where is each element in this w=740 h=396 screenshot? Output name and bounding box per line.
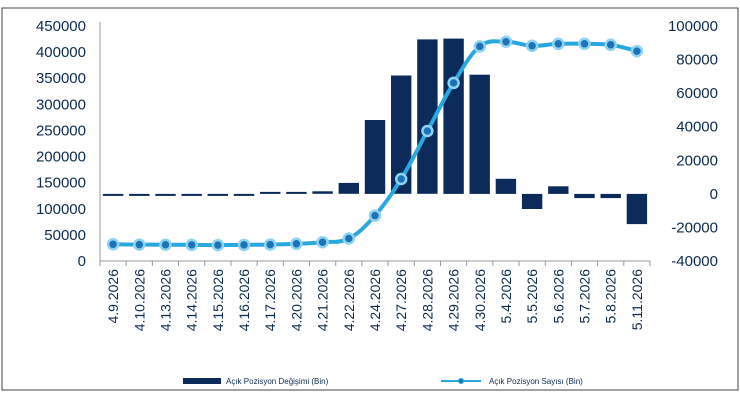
left-tick-label: 450000	[36, 18, 86, 35]
line-point-4.9.2026	[106, 238, 120, 251]
line-point-4.27.2026	[394, 172, 408, 186]
x-tick-label: 4.27.2026	[393, 269, 409, 331]
bar-4.15.2026	[207, 193, 228, 196]
line-point-4.28.2026	[421, 124, 434, 138]
bar-5.6.2026	[548, 186, 569, 194]
line-point-4.21.2026	[316, 235, 329, 249]
line-point-4.30.2026	[473, 40, 487, 53]
bar-4.21.2026	[312, 191, 333, 194]
left-tick-label: 50000	[44, 227, 86, 244]
right-tick-label: 60000	[676, 85, 718, 102]
bar-5.8.2026	[600, 193, 621, 199]
legend-line-label: Açık Pozisyon Sayısı (Bin)	[489, 377, 583, 386]
left-tick-label: 250000	[36, 122, 86, 139]
bar-5.11.2026	[626, 193, 648, 225]
line-point-4.15.2026	[211, 238, 225, 252]
x-tick-label: 4.17.2026	[262, 269, 278, 331]
bar-5.5.2026	[521, 193, 543, 209]
bar-4.16.2026	[233, 193, 255, 196]
bar-4.10.2026	[129, 193, 150, 196]
line-point-5.11.2026	[630, 44, 644, 58]
right-tick-label: 0	[710, 186, 718, 203]
bar-4.30.2026	[469, 74, 490, 194]
x-tick-label: 4.29.2026	[446, 269, 462, 331]
x-tick-label: 5.8.2026	[603, 269, 619, 324]
x-tick-label: 4.21.2026	[315, 269, 331, 331]
x-tick-label: 4.16.2026	[236, 269, 252, 331]
x-tick-label: 4.9.2026	[105, 269, 121, 324]
bar-4.9.2026	[102, 193, 124, 196]
x-tick-label: 5.6.2026	[550, 269, 566, 324]
line-point-4.24.2026	[368, 209, 382, 222]
bar-5.4.2026	[495, 178, 517, 194]
right-tick-label: 100000	[668, 18, 718, 35]
x-tick-label: 4.24.2026	[367, 269, 383, 331]
bar-4.28.2026	[417, 39, 438, 194]
line-point-4.14.2026	[185, 238, 198, 252]
x-tick-label: 4.22.2026	[341, 269, 357, 331]
bar-4.29.2026	[443, 38, 464, 194]
bar-4.27.2026	[391, 75, 412, 194]
x-tick-label: 4.28.2026	[419, 269, 435, 331]
left-tick-label: 300000	[36, 96, 86, 113]
x-tick-label: 4.14.2026	[184, 269, 200, 331]
left-tick-label: 0	[78, 253, 86, 270]
bar-4.14.2026	[181, 193, 202, 196]
bar-4.22.2026	[338, 182, 359, 194]
x-tick-label: 5.11.2026	[629, 269, 645, 330]
bar-4.24.2026	[364, 120, 386, 194]
legend-bar-swatch	[183, 378, 221, 384]
line-point-4.22.2026	[342, 232, 356, 245]
right-tick-label: -40000	[671, 253, 718, 270]
line-point-4.20.2026	[290, 237, 303, 251]
left-tick-label: 150000	[36, 175, 86, 192]
line-point-4.13.2026	[159, 238, 172, 251]
line-point-5.8.2026	[604, 38, 617, 52]
line-point-5.5.2026	[525, 39, 539, 53]
right-tick-label: -20000	[671, 219, 718, 236]
x-tick-label: 5.4.2026	[498, 269, 514, 324]
right-tick-label: 20000	[676, 152, 718, 169]
line-point-4.16.2026	[237, 238, 251, 252]
bar-5.7.2026	[574, 193, 595, 199]
x-tick-label: 4.20.2026	[288, 269, 304, 331]
bar-4.20.2026	[286, 191, 307, 194]
x-tick-label: 4.10.2026	[131, 269, 147, 331]
line-point-5.6.2026	[552, 37, 565, 51]
right-tick-label: 80000	[676, 52, 718, 69]
left-tick-label: 400000	[36, 44, 86, 61]
legend-bar-label: Açık Pozisyon Değişimi (Bin)	[226, 377, 329, 386]
line-point-4.10.2026	[133, 238, 146, 251]
x-tick-label: 4.30.2026	[472, 269, 488, 331]
chart-frame	[1, 7, 739, 391]
x-tick-label: 5.7.2026	[577, 269, 593, 324]
left-tick-label: 200000	[36, 149, 86, 166]
left-tick-label: 100000	[36, 201, 86, 218]
legend-line-marker	[458, 378, 464, 384]
bar-4.13.2026	[155, 193, 176, 196]
bar-4.17.2026	[260, 191, 281, 194]
line-point-4.17.2026	[263, 238, 277, 251]
line-point-4.29.2026	[447, 76, 460, 90]
x-tick-label: 4.15.2026	[210, 269, 226, 331]
left-tick-label: 350000	[36, 70, 86, 87]
right-tick-label: 40000	[676, 119, 718, 136]
x-tick-label: 4.13.2026	[158, 269, 174, 331]
line-point-5.7.2026	[578, 37, 591, 51]
x-tick-label: 5.5.2026	[524, 269, 540, 324]
line-point-5.4.2026	[499, 35, 513, 48]
